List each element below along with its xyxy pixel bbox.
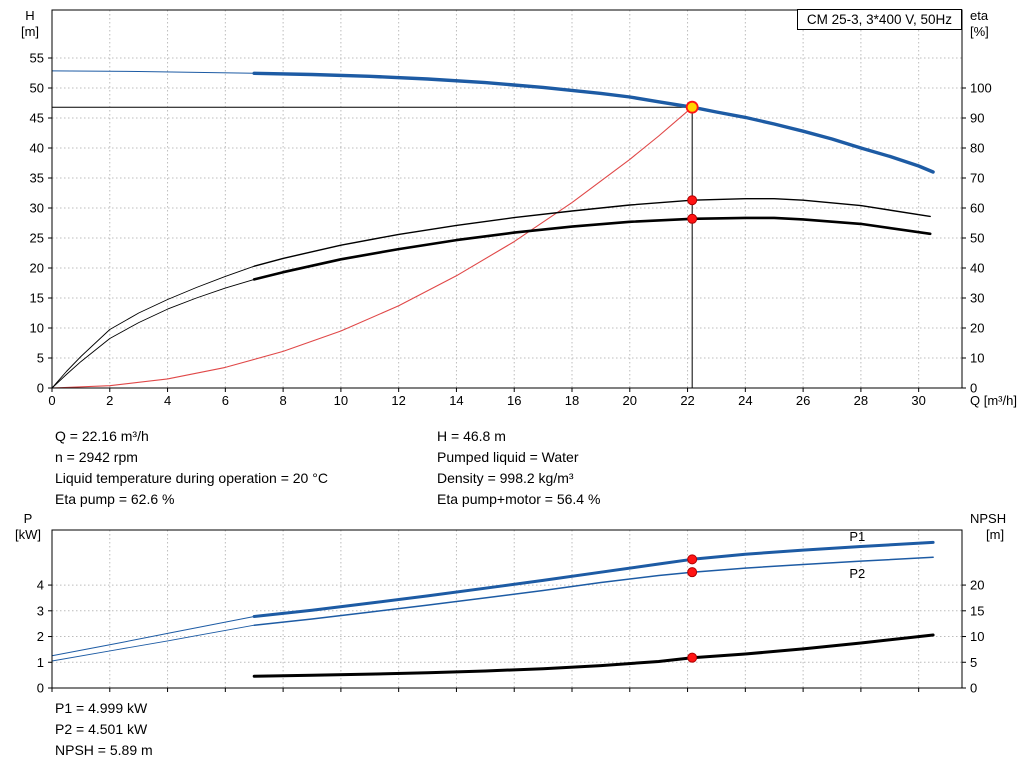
plot-frame (51, 529, 963, 689)
x-tick-label: 4 (164, 393, 171, 408)
p2-point (687, 567, 698, 578)
eta-pump-lead (51, 265, 255, 389)
x-tick-label: 12 (391, 393, 405, 408)
info-line-p1: P1 = 4.999 kW (55, 700, 148, 716)
x-tick-label: 6 (222, 393, 229, 408)
x-tick-label: 2 (106, 393, 113, 408)
x-tick-label: 10 (334, 393, 348, 408)
y-tick-label-right: 10 (970, 351, 984, 366)
qh-lead (51, 70, 255, 74)
info-line-head: H = 46.8 m (437, 428, 506, 444)
y-axis-label-left: H (25, 8, 34, 23)
y-tick-label-right: 0 (970, 381, 977, 396)
duty-point (685, 100, 699, 114)
x-tick-label: 14 (449, 393, 463, 408)
duty-info-left: Q = 22.16 m³/h n = 2942 rpm Liquid tempe… (55, 426, 328, 510)
p1-lead (51, 616, 255, 657)
y-axis-label-right: eta (970, 8, 989, 23)
y-tick-label-left: 55 (30, 51, 44, 66)
info-line-eta-pump-motor: Eta pump+motor = 56.4 % (437, 491, 601, 507)
series-label-p1: P1 (849, 529, 865, 544)
y-tick-label-left: 10 (30, 321, 44, 336)
eta-pump-motor-point (687, 213, 698, 224)
info-line-density: Density = 998.2 kg/m³ (437, 470, 574, 486)
p1-curve (252, 540, 935, 618)
npsh-point (687, 652, 698, 663)
y-axis-label-left: [kW] (15, 527, 41, 542)
x-tick-label: 28 (854, 393, 868, 408)
power-info: P1 = 4.999 kW P2 = 4.501 kW NPSH = 5.89 … (55, 698, 153, 761)
x-tick-label: 18 (565, 393, 579, 408)
eta-pump-motor-curve (252, 216, 932, 281)
y-tick-label-right: 40 (970, 261, 984, 276)
eta-pump-curve (253, 197, 931, 267)
y-tick-label-left: 25 (30, 231, 44, 246)
x-tick-label: 8 (279, 393, 286, 408)
y-axis-label-left: P (24, 511, 33, 526)
x-tick-label: 24 (738, 393, 752, 408)
plot-frame (51, 9, 963, 389)
info-line-temperature: Liquid temperature during operation = 20… (55, 470, 328, 486)
y-tick-label-left: 20 (30, 261, 44, 276)
eta-pump-motor-lead (51, 278, 255, 389)
y-tick-label-right: 0 (970, 681, 977, 696)
x-tick-label: 0 (48, 393, 55, 408)
y-tick-label-right: 20 (970, 578, 984, 593)
y-tick-label-right: 80 (970, 141, 984, 156)
y-tick-label-right: 20 (970, 321, 984, 336)
p1-point (687, 554, 698, 565)
y-tick-label-right: 10 (970, 629, 984, 644)
y-tick-label-left: 5 (37, 351, 44, 366)
x-axis-label: Q [m³/h] (970, 393, 1017, 408)
y-tick-label-left: 3 (37, 603, 44, 618)
y-tick-label-left: 15 (30, 291, 44, 306)
y-tick-label-left: 0 (37, 681, 44, 696)
info-line-eta-pump: Eta pump = 62.6 % (55, 491, 175, 507)
power-npsh-chart: 0 1 2 3 4 0 5 10 15 20 P[kW] NPSH[m] P1 P2 (15, 511, 1006, 696)
qh-eta-chart: 0 2 4 6 8 10 12 14 16 18 20 22 24 26 28 300510152025303… (21, 8, 1017, 408)
x-tick-label: 22 (680, 393, 694, 408)
y-tick-label-right: 30 (970, 291, 984, 306)
y-axis-label-right: [%] (970, 24, 989, 39)
y-tick-label-right: 5 (970, 655, 977, 670)
p2-curve (253, 556, 934, 626)
pump-model-title: CM 25-3, 3*400 V, 50Hz (796, 9, 962, 30)
y-tick-label-right: 50 (970, 231, 984, 246)
p2-lead (51, 624, 255, 662)
x-tick-label: 30 (911, 393, 925, 408)
x-tick-label: 20 (623, 393, 637, 408)
y-tick-label-left: 40 (30, 141, 44, 156)
y-tick-label-left: 35 (30, 171, 44, 186)
npsh-curve (252, 633, 935, 678)
eta-pump-point (687, 195, 698, 206)
system-curve (51, 106, 693, 389)
info-line-p2: P2 = 4.501 kW (55, 721, 148, 737)
info-line-flow: Q = 22.16 m³/h (55, 428, 149, 444)
y-tick-label-right: 70 (970, 171, 984, 186)
y-tick-label-left: 0 (37, 381, 44, 396)
info-line-npsh: NPSH = 5.89 m (55, 742, 153, 758)
info-line-liquid: Pumped liquid = Water (437, 449, 579, 465)
y-tick-label-left: 1 (37, 655, 44, 670)
y-tick-label-right: 15 (970, 603, 984, 618)
info-line-speed: n = 2942 rpm (55, 449, 138, 465)
y-tick-label-right: 60 (970, 201, 984, 216)
y-axis-label-left: [m] (21, 24, 39, 39)
y-axis-label-right: [m] (986, 527, 1004, 542)
x-tick-label: 16 (507, 393, 521, 408)
y-tick-label-right: 100 (970, 81, 992, 96)
y-tick-label-right: 90 (970, 111, 984, 126)
y-tick-label-left: 50 (30, 81, 44, 96)
y-tick-label-left: 2 (37, 629, 44, 644)
y-tick-label-left: 4 (37, 578, 44, 593)
series-label-p2: P2 (849, 566, 865, 581)
x-tick-label: 26 (796, 393, 810, 408)
y-tick-label-left: 45 (30, 111, 44, 126)
y-tick-label-left: 30 (30, 201, 44, 216)
duty-info-right: H = 46.8 m Pumped liquid = Water Density… (437, 426, 600, 510)
y-axis-label-right: NPSH (970, 511, 1006, 526)
